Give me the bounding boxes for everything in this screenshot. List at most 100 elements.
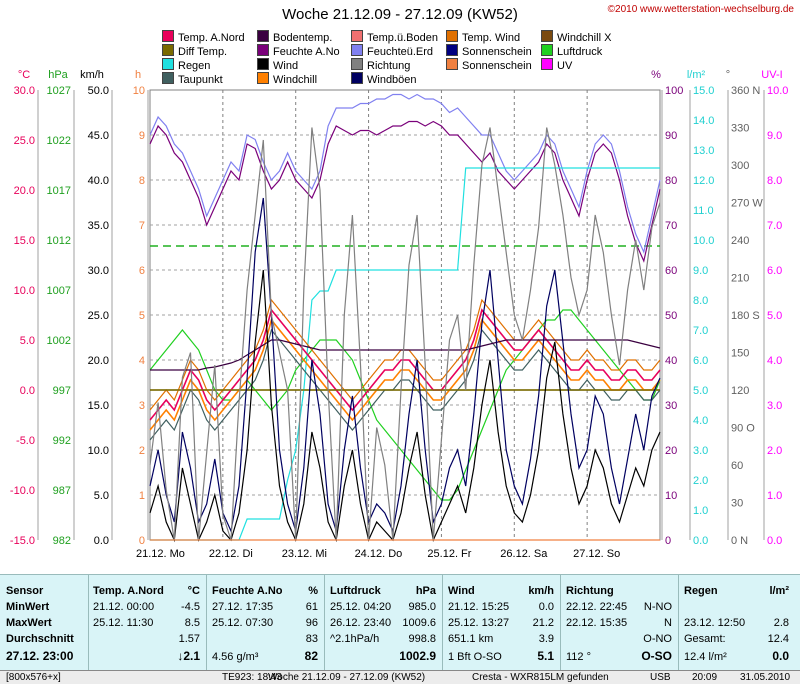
temp-tick-label: 30.0 — [14, 85, 35, 97]
legend-item: Diff Temp. — [162, 44, 227, 58]
legend-item: Windchill — [257, 72, 317, 86]
x-tick-label: 22.12. Di — [209, 548, 253, 560]
temp-tick-label: 10.0 — [14, 285, 35, 297]
hpa-tick-label: 992 — [53, 435, 71, 447]
richtung-column: Richtung 22.12. 22:45 N-NO 22.12. 15:35 … — [560, 575, 679, 671]
druck-min-time: 25.12. 04:20 — [330, 601, 392, 613]
temp-current-value: ↓2.1 — [177, 649, 200, 663]
legend-item: Taupunkt — [162, 72, 223, 86]
legend-swatch — [257, 72, 269, 84]
hpa-tick-label: 1002 — [47, 335, 71, 347]
rain-tick-label: 6.0 — [693, 355, 708, 367]
x-tick-label: 27.12. So — [573, 548, 620, 560]
legend-label: Feuchte A.No — [273, 46, 340, 58]
temp-tick-label: 15.0 — [14, 235, 35, 247]
copyright-text: ©2010 www.wetterstation-wechselburg.de — [607, 4, 794, 15]
richtung-max-time: 22.12. 15:35 — [566, 617, 628, 629]
pct-tick-label: 10 — [665, 490, 677, 502]
pct-tick-label: 20 — [665, 445, 677, 457]
dir-tick-label: 360 N — [731, 85, 760, 97]
dir-tick-label: 150 — [731, 348, 749, 360]
h-tick-label: 9 — [139, 130, 145, 142]
druck-trend: ^2.1hPa/h — [330, 633, 380, 645]
dir-tick-label: 240 — [731, 235, 749, 247]
rain-tick-label: 0.0 — [693, 535, 708, 547]
status-station-time: TE923: 18:43 — [222, 672, 283, 683]
temp-unit: °C — [187, 585, 200, 597]
hpa-tick-label: 982 — [53, 535, 71, 547]
uv-axis-unit: UV-I — [761, 69, 782, 81]
kmh-tick-label: 45.0 — [88, 130, 109, 142]
kmh-tick-label: 15.0 — [88, 400, 109, 412]
temp-avg-value: 1.57 — [178, 633, 200, 645]
regen-max-value: 2.8 — [773, 617, 789, 629]
legend-swatch — [541, 44, 553, 56]
status-usb: USB — [650, 672, 671, 683]
status-date: 31.05.2010 — [740, 672, 791, 683]
legend-swatch — [257, 58, 269, 70]
wind-unit: km/h — [528, 585, 554, 597]
regen-total-label: Gesamt: — [684, 633, 726, 645]
hpa-tick-label: 1017 — [47, 185, 71, 197]
legend-item: Temp.ü.Boden — [351, 30, 438, 44]
legend-item: Richtung — [351, 58, 410, 72]
wind-max-time: 25.12. 13:27 — [448, 617, 510, 629]
kmh-tick-label: 30.0 — [88, 265, 109, 277]
druck-current-value: 1002.9 — [399, 649, 436, 663]
hpa-tick-label: 997 — [53, 385, 71, 397]
feuchte-title: Feuchte A.No — [212, 585, 283, 597]
dir-tick-label: 270 W — [731, 198, 763, 210]
rain-tick-label: 9.0 — [693, 265, 708, 277]
regen-max-time: 23.12. 12:50 — [684, 617, 746, 629]
druck-max-time: 26.12. 23:40 — [330, 617, 392, 629]
h-tick-label: 8 — [139, 175, 145, 187]
hpa-tick-label: 1007 — [47, 285, 71, 297]
temp-tick-label: -10.0 — [10, 485, 35, 497]
regen-title: Regen — [684, 585, 718, 597]
h-tick-label: 2 — [139, 445, 145, 457]
pct-tick-label: 30 — [665, 400, 677, 412]
legend-label: Temp. A.Nord — [178, 32, 245, 44]
uv-tick-label: 9.0 — [767, 130, 782, 142]
feuchte-min-time: 27.12. 17:35 — [212, 601, 274, 613]
legend-item: Sonnenschein — [446, 58, 532, 72]
row-min-label: MinWert — [6, 601, 50, 613]
richtung-max-value: N — [664, 617, 672, 629]
legend-label: Sonnenschein — [462, 60, 532, 72]
series-feuchte-a-no — [149, 120, 661, 263]
h-axis-unit: h — [135, 69, 141, 81]
legend-swatch — [351, 58, 363, 70]
legend-label: Windböen — [367, 74, 417, 86]
dir-axis-unit: ° — [726, 69, 730, 81]
feuchte-avg-value: 83 — [305, 633, 318, 645]
hpa-tick-label: 1027 — [47, 85, 71, 97]
h-tick-label: 7 — [139, 220, 145, 232]
temp-tick-label: -5.0 — [16, 435, 35, 447]
druck-min-value: 985.0 — [408, 601, 436, 613]
dir-tick-label: 60 — [731, 460, 743, 472]
legend-label: Sonnenschein — [462, 46, 532, 58]
dir-tick-label: 300 — [731, 160, 749, 172]
sensor-column: Sensor MinWert MaxWert Durchschnitt 27.1… — [0, 575, 89, 671]
wind-min-value: 0.0 — [538, 601, 554, 613]
regen-total-value: 12.4 — [767, 633, 789, 645]
legend-label: Luftdruck — [557, 46, 603, 58]
series-richtung — [149, 127, 661, 541]
uv-tick-label: 10.0 — [767, 85, 788, 97]
legend-label: Richtung — [367, 60, 411, 72]
status-resolution: [800x576+x] — [6, 672, 61, 683]
feuchte-max-value: 96 — [305, 617, 318, 629]
status-week: Woche 21.12.09 - 27.12.09 (KW52) — [268, 672, 426, 683]
legend-label: Diff Temp. — [178, 46, 228, 58]
rain-tick-label: 12.0 — [693, 175, 714, 187]
pct-tick-label: 50 — [665, 310, 677, 322]
rain-tick-label: 5.0 — [693, 385, 708, 397]
status-time: 20:09 — [692, 672, 718, 683]
rain-tick-label: 7.0 — [693, 325, 708, 337]
rain-tick-label: 10.0 — [693, 235, 714, 247]
richtung-min-time: 22.12. 22:45 — [566, 601, 628, 613]
legend-swatch — [351, 44, 363, 56]
x-tick-label: 26.12. Sa — [500, 548, 548, 560]
uv-tick-label: 8.0 — [767, 175, 782, 187]
legend-swatch — [162, 72, 174, 84]
